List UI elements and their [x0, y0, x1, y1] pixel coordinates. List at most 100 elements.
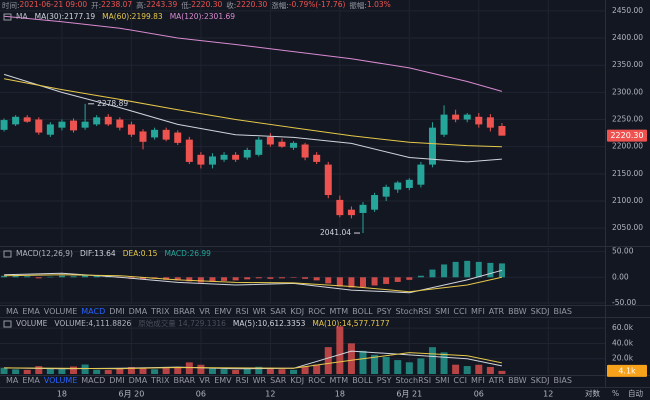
indicator-tab[interactable]: MFI: [470, 307, 485, 316]
indicator-tab[interactable]: DMI: [109, 307, 125, 316]
indicator-tab[interactable]: CCI: [453, 307, 467, 316]
info-label: 低:: [181, 1, 192, 10]
y-tick-label: 0.00: [612, 272, 629, 281]
high-annotation: 2278.89: [97, 99, 128, 108]
volume-bar: [417, 358, 425, 374]
info-value: 2238.07: [101, 0, 133, 9]
macd-bar: [464, 260, 471, 278]
macd-bar: [429, 269, 436, 278]
indicator-tab[interactable]: VR: [199, 307, 211, 316]
indicator-tab[interactable]: BIAS: [553, 376, 572, 385]
volume-bar: [139, 367, 147, 374]
candle-body: [452, 114, 460, 120]
indicator-tab[interactable]: WR: [252, 307, 267, 316]
candle-body: [417, 164, 425, 185]
indicator-tab[interactable]: KDJ: [290, 307, 305, 316]
indicator-tab[interactable]: EMV: [214, 307, 232, 316]
indicator-tab[interactable]: SMI: [435, 307, 450, 316]
indicator-tab[interactable]: DMA: [128, 376, 148, 385]
indicator-tab[interactable]: SKDJ: [530, 307, 550, 316]
indicator-tab[interactable]: CCI: [453, 376, 467, 385]
volume-bar: [278, 369, 286, 374]
indicator-tab[interactable]: MFI: [470, 376, 485, 385]
candle-body: [12, 116, 20, 125]
volume-bar: [162, 367, 170, 374]
volume-bar: [347, 343, 355, 374]
indicator-tab[interactable]: BOLL: [352, 307, 373, 316]
indicator-tab[interactable]: SKDJ: [530, 376, 550, 385]
volume-bar: [486, 366, 494, 374]
low-annotation: 2041.04: [320, 228, 351, 237]
indicator-tab[interactable]: MA: [6, 307, 19, 316]
indicator-tab[interactable]: BBW: [508, 376, 527, 385]
indicator-tab[interactable]: StochRSI: [395, 307, 432, 316]
volume-bar: [428, 347, 436, 374]
volume-bar: [93, 369, 101, 374]
indicator-tab[interactable]: DMI: [109, 376, 125, 385]
toolbar-button[interactable]: 自动: [628, 388, 643, 398]
indicator-tabs: MA EMA VOLUME MACD DMI DMA TRIX BRAR VR EMV RSI WR S…: [6, 376, 572, 385]
indicator-tab[interactable]: SAR: [270, 376, 287, 385]
toolbar-button[interactable]: 对数: [585, 388, 600, 398]
indicator-tab[interactable]: KDJ: [290, 376, 305, 385]
indicator-tab[interactable]: ATR: [488, 376, 505, 385]
legend-entry: MA(5):10,612.3353: [233, 319, 306, 328]
indicator-tab[interactable]: ROC: [308, 307, 326, 316]
volume-bar: [475, 364, 483, 374]
x-tick-label: 06: [196, 390, 206, 399]
indicator-tab[interactable]: SAR: [270, 307, 287, 316]
indicator-tab[interactable]: MA: [6, 376, 19, 385]
indicator-tab[interactable]: EMV: [214, 376, 232, 385]
x-tick-label: 6月 20: [119, 390, 145, 399]
indicator-tab[interactable]: StochRSI: [395, 376, 432, 385]
indicator-tab[interactable]: WR: [252, 376, 267, 385]
indicator-tab[interactable]: VR: [199, 376, 211, 385]
indicator-tab[interactable]: ATR: [488, 307, 505, 316]
indicator-tab[interactable]: BRAR: [173, 376, 196, 385]
macd-bar: [487, 262, 494, 278]
candle-body: [428, 127, 436, 165]
macd-bar: [452, 261, 459, 278]
indicator-tab[interactable]: ROC: [308, 376, 326, 385]
candle-body: [197, 154, 205, 165]
indicator-tab[interactable]: MTM: [329, 307, 349, 316]
candle-body: [58, 121, 66, 128]
candle-body: [70, 120, 78, 131]
indicator-tab[interactable]: BIAS: [553, 307, 572, 316]
toolbar-button[interactable]: %: [612, 389, 619, 398]
indicator-tab[interactable]: TRIX: [151, 307, 170, 316]
indicator-tab[interactable]: VOLUME: [43, 376, 78, 385]
ma-line: [3, 73, 502, 163]
y-tick-label: -50.00: [612, 298, 636, 307]
candle-body: [382, 186, 390, 197]
legend-icon: [3, 13, 12, 21]
info-value: 2220.30: [236, 0, 268, 9]
indicator-tab[interactable]: BOLL: [352, 376, 373, 385]
macd-bar: [140, 277, 146, 280]
candle-body: [498, 125, 506, 136]
indicator-tab[interactable]: VOLUME: [43, 307, 78, 316]
indicator-tab[interactable]: MACD: [81, 376, 106, 385]
y-tick-label: 2300.00: [612, 87, 643, 96]
ma-line: [4, 352, 503, 370]
macd-bar: [232, 277, 239, 281]
indicator-tab[interactable]: BBW: [508, 307, 527, 316]
indicator-tab[interactable]: RSI: [235, 307, 249, 316]
macd-bar: [371, 277, 378, 286]
indicator-tab[interactable]: EMA: [22, 307, 40, 316]
indicator-tab[interactable]: MACD: [81, 307, 106, 316]
indicator-tab[interactable]: MTM: [329, 376, 349, 385]
indicator-tab[interactable]: PSY: [376, 376, 392, 385]
indicator-tab[interactable]: EMA: [22, 376, 40, 385]
indicator-tab[interactable]: SMI: [435, 376, 450, 385]
x-tick-label: 6月 21: [396, 390, 422, 399]
indicator-tab[interactable]: DMA: [128, 307, 148, 316]
x-tick-label: 12: [265, 390, 275, 399]
info-bar: 时间: 2021-06-21 09:00 开: 2238.07 高: 2243.39 低: 2…: [2, 0, 391, 11]
indicator-tab[interactable]: BRAR: [173, 307, 196, 316]
info-value: 2220.30: [191, 0, 223, 9]
legend-entry: VOLUME:4,111.8826: [54, 319, 131, 328]
indicator-tab[interactable]: PSY: [376, 307, 392, 316]
indicator-tab[interactable]: TRIX: [151, 376, 170, 385]
indicator-tab[interactable]: RSI: [235, 376, 249, 385]
